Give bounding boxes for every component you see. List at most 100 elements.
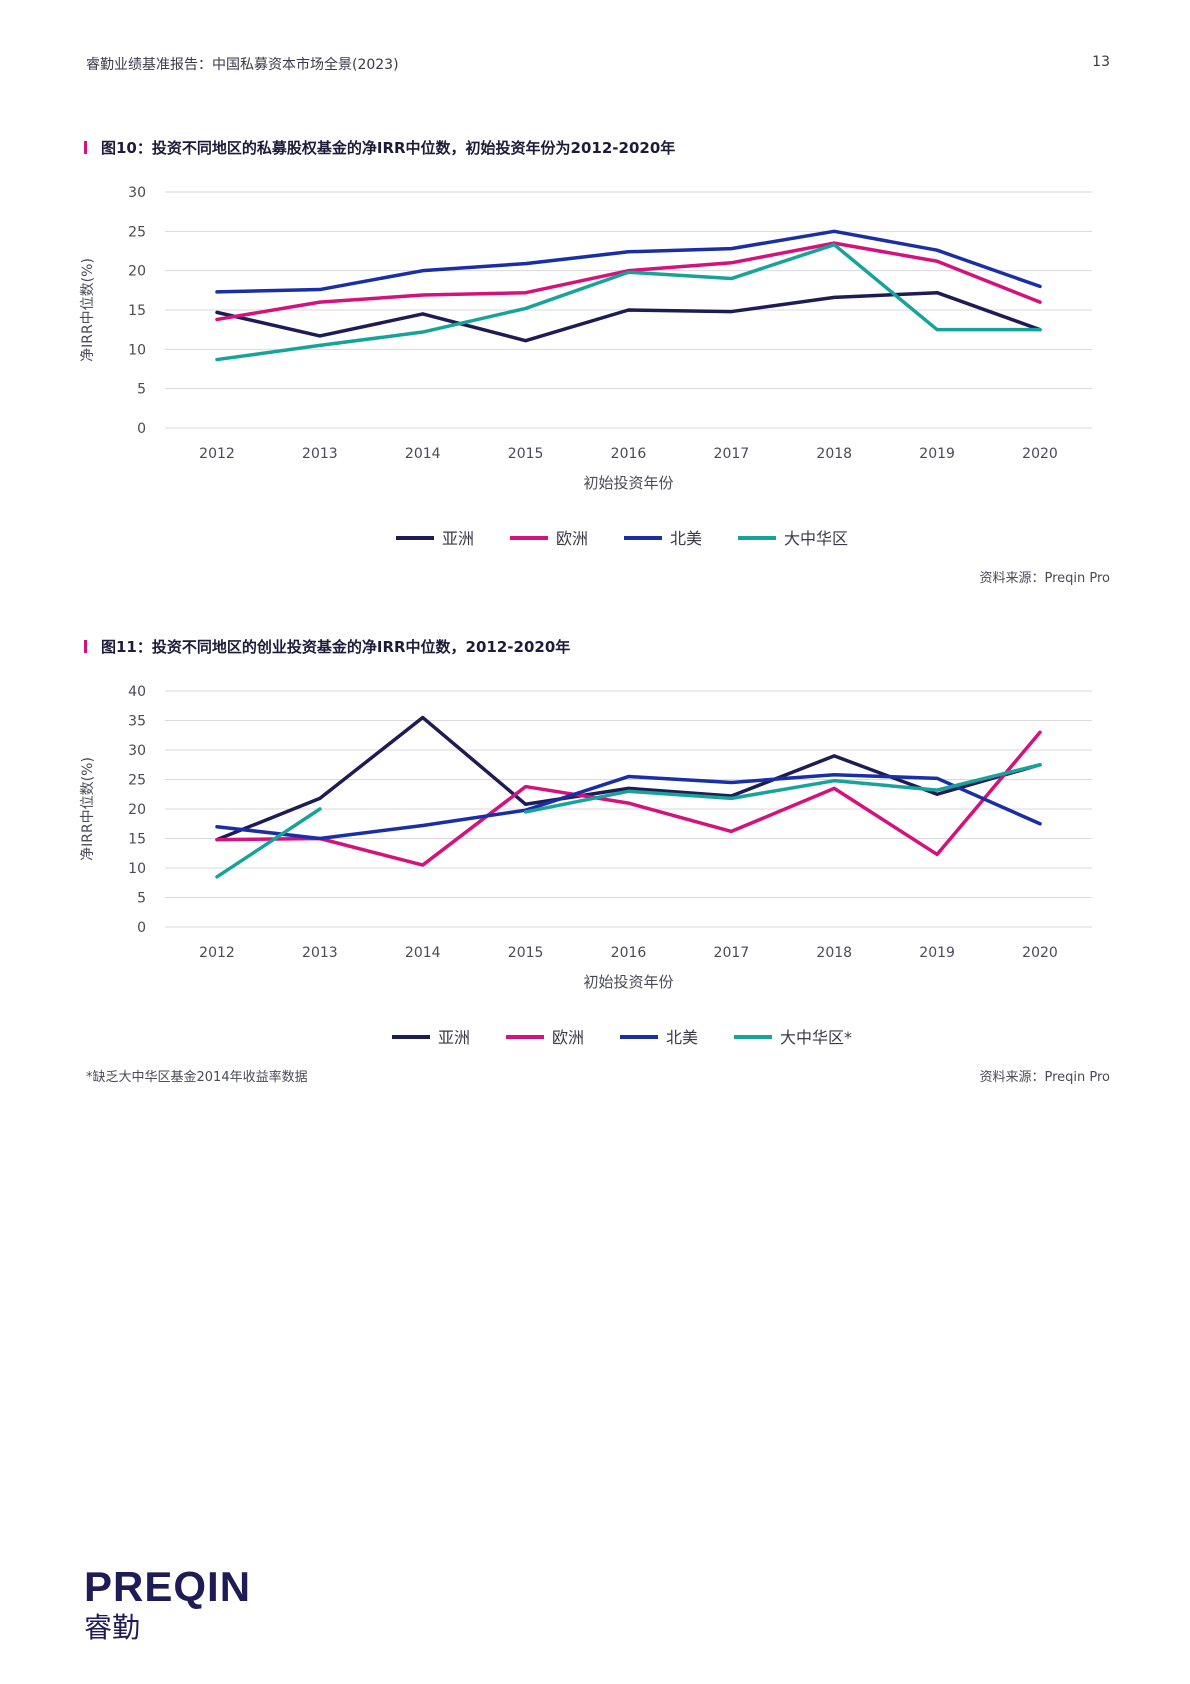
report-header-title: 睿勤业绩基准报告：中国私募资本市场全景(2023) xyxy=(86,57,399,73)
data-point xyxy=(318,343,322,347)
data-point xyxy=(318,334,322,338)
title-accent-bar xyxy=(84,141,87,154)
data-point xyxy=(524,802,528,806)
data-point xyxy=(1038,328,1042,332)
page-number: 13 xyxy=(1092,54,1110,70)
data-point xyxy=(318,288,322,292)
data-point xyxy=(832,773,836,777)
y-tick-label: 30 xyxy=(128,743,146,759)
data-point xyxy=(935,248,939,252)
data-point xyxy=(729,277,733,281)
x-axis-label: 初始投资年份 xyxy=(583,474,673,492)
x-tick-label: 2012 xyxy=(199,446,235,462)
data-point xyxy=(935,792,939,796)
data-point xyxy=(729,780,733,784)
data-point xyxy=(729,247,733,251)
data-point xyxy=(832,295,836,299)
data-point xyxy=(318,837,322,840)
x-tick-label: 2017 xyxy=(714,945,750,961)
data-point xyxy=(627,308,630,312)
preqin-logo: PREQIN 睿勤 xyxy=(84,1566,251,1642)
x-tick-label: 2018 xyxy=(816,446,852,462)
data-point xyxy=(935,788,939,792)
data-point xyxy=(627,775,630,779)
data-point xyxy=(627,786,630,790)
data-point xyxy=(1038,730,1042,734)
y-tick-label: 25 xyxy=(128,773,146,789)
title-accent-bar xyxy=(84,640,87,653)
x-tick-label: 2014 xyxy=(405,945,441,961)
legend-label: 欧洲 xyxy=(552,1028,584,1047)
x-tick-label: 2020 xyxy=(1022,945,1058,961)
data-point xyxy=(524,810,528,814)
series-line xyxy=(215,241,1042,322)
chart-source: 资料来源：Preqin Pro xyxy=(979,1070,1110,1085)
data-point xyxy=(729,829,733,833)
data-point xyxy=(524,339,528,343)
data-point xyxy=(935,328,939,332)
data-point xyxy=(729,261,733,265)
data-point xyxy=(524,306,528,310)
legend-label: 大中华区 xyxy=(784,529,848,548)
data-point xyxy=(215,310,219,314)
data-point xyxy=(832,243,836,247)
data-point xyxy=(935,852,939,856)
data-point xyxy=(421,716,425,720)
data-point xyxy=(627,270,630,274)
data-point xyxy=(421,269,425,273)
y-tick-label: 15 xyxy=(128,832,146,848)
vc-irr-line-chart: 0 5 10 15 20 25 30 35 40 2012 2013 2014 2015 2016 2017… xyxy=(80,684,1092,1047)
data-point xyxy=(421,330,425,334)
legend-label: 北美 xyxy=(670,529,702,548)
y-axis-label: 净IRR中位数(%) xyxy=(80,258,96,362)
y-tick-label: 20 xyxy=(128,802,146,818)
x-tick-label: 2018 xyxy=(816,945,852,961)
x-tick-label: 2015 xyxy=(508,945,544,961)
y-axis-label: 净IRR中位数(%) xyxy=(80,757,96,861)
legend-label: 欧洲 xyxy=(556,529,588,548)
chart-footnote: *缺乏大中华区基金2014年收益率数据 xyxy=(86,1070,308,1085)
legend-label: 大中华区* xyxy=(780,1028,852,1047)
x-tick-label: 2016 xyxy=(611,945,647,961)
x-tick-label: 2012 xyxy=(199,945,235,961)
series-line xyxy=(215,730,1042,867)
data-point xyxy=(524,262,528,266)
data-point xyxy=(627,789,630,793)
data-point xyxy=(627,801,630,805)
chart-title-text: 图10：投资不同地区的私募股权基金的净IRR中位数，初始投资年份为2012-20… xyxy=(101,139,676,157)
chart-title-text: 图11：投资不同地区的创业投资基金的净IRR中位数，2012-2020年 xyxy=(101,638,571,656)
x-tick-label: 2015 xyxy=(508,446,544,462)
data-point xyxy=(215,317,219,321)
chart-title-fig11: 图11：投资不同地区的创业投资基金的净IRR中位数，2012-2020年 xyxy=(84,636,570,657)
data-point xyxy=(318,300,322,304)
data-point xyxy=(1038,284,1042,288)
data-point xyxy=(832,779,836,783)
legend-label: 亚洲 xyxy=(438,1028,470,1047)
y-tick-label: 0 xyxy=(137,920,146,936)
data-point xyxy=(1038,822,1042,826)
data-point xyxy=(935,291,939,295)
x-tick-label: 2019 xyxy=(919,945,955,961)
pe-irr-line-chart: 0 5 10 15 20 25 30 2012 2013 2014 2015 2016 2017 2018… xyxy=(80,185,1092,548)
x-tick-label: 2013 xyxy=(302,446,338,462)
series-line xyxy=(215,229,1042,294)
data-point xyxy=(1038,300,1042,304)
legend-label: 北美 xyxy=(666,1028,698,1047)
series-line xyxy=(523,763,1042,814)
x-tick-label: 2019 xyxy=(919,446,955,462)
logo-wordmark: PREQIN xyxy=(84,1563,252,1610)
data-point xyxy=(421,824,425,828)
data-point xyxy=(1038,763,1042,767)
logo-chinese-name: 睿勤 xyxy=(84,1611,141,1644)
chart-title-fig10: 图10：投资不同地区的私募股权基金的净IRR中位数，初始投资年份为2012-20… xyxy=(84,137,675,158)
data-point xyxy=(318,796,322,800)
data-point xyxy=(729,310,733,314)
data-point xyxy=(215,838,219,842)
x-axis-label: 初始投资年份 xyxy=(583,973,673,991)
x-tick-label: 2016 xyxy=(611,446,647,462)
y-tick-label: 10 xyxy=(128,342,146,358)
x-tick-label: 2013 xyxy=(302,945,338,961)
data-point xyxy=(935,259,939,263)
data-point xyxy=(729,796,733,800)
data-point xyxy=(832,754,836,758)
